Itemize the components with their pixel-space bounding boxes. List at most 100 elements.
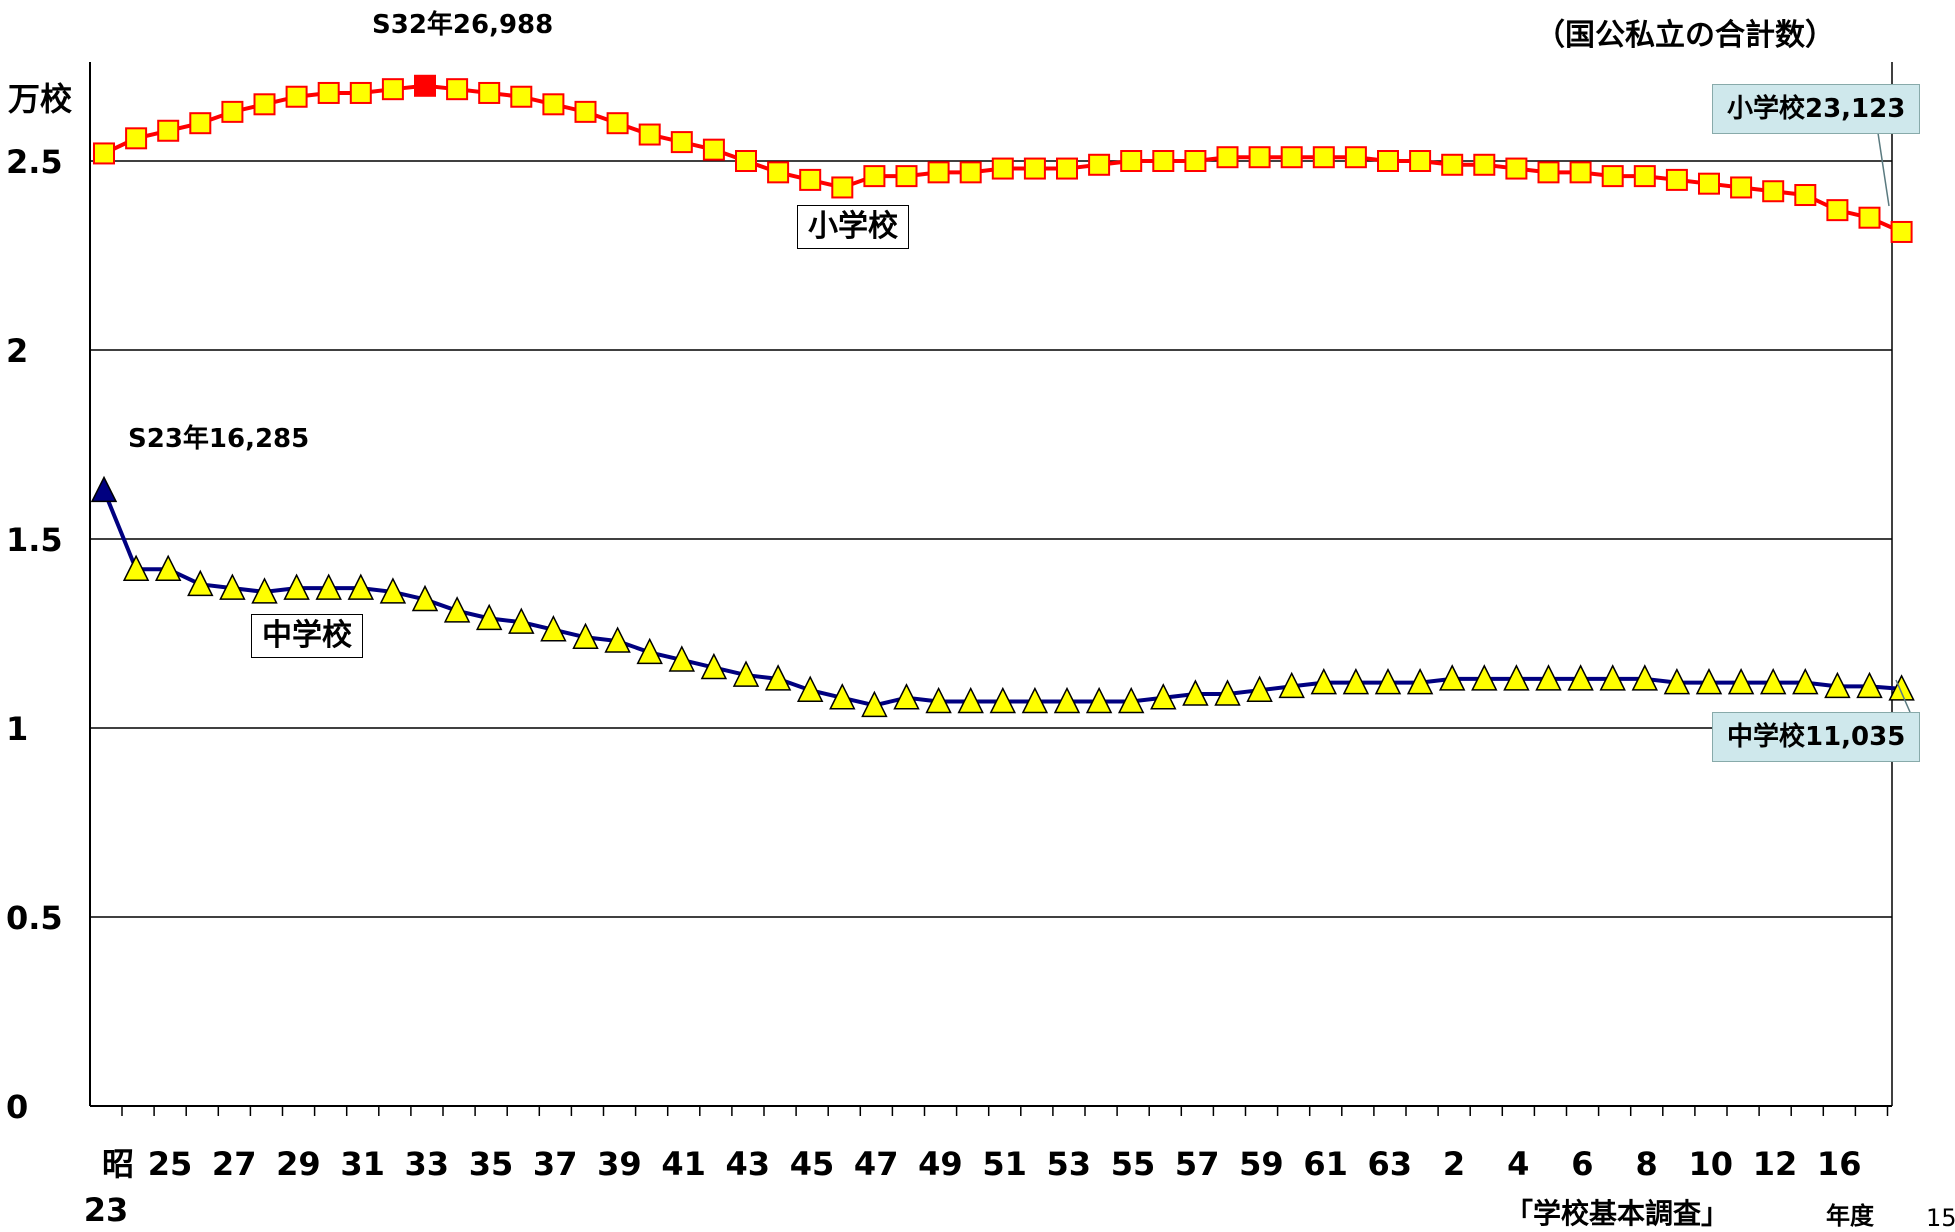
axes (89, 62, 1893, 1116)
elementary-point (1344, 146, 1367, 169)
y-tick-label: 2.5 (6, 143, 63, 181)
x-tick-label: 33 (405, 1145, 450, 1183)
y-tick-label: 1 (6, 710, 28, 748)
y-tick-label: 0.5 (6, 899, 63, 937)
middle-point (1792, 667, 1819, 695)
elementary-point (1409, 150, 1432, 172)
elementary-point (221, 100, 244, 123)
middle-point (1310, 667, 1338, 695)
middle-point (1150, 683, 1177, 710)
elementary-point (1633, 165, 1656, 188)
elementary-point (1248, 146, 1271, 169)
middle-point (1503, 664, 1530, 691)
callout-elementary-latest: 小学校23,123 (1712, 84, 1921, 134)
y-tick-label: 2 (6, 332, 28, 370)
middle-point (861, 690, 888, 718)
elementary-point (1088, 153, 1111, 176)
middle-point (636, 637, 663, 665)
middle-point (732, 660, 760, 687)
middle-point (925, 686, 952, 714)
elementary-point (927, 161, 950, 184)
elementary-point (1216, 146, 1239, 169)
x-tick-label: 59 (1239, 1145, 1284, 1183)
elementary-point (349, 81, 372, 104)
peak-annotation-elementary: S32年26,988 (372, 10, 554, 40)
middle-point (1214, 679, 1241, 706)
elementary-point (1537, 161, 1560, 184)
middle-point (315, 573, 342, 600)
elementary-point (1826, 199, 1849, 222)
middle-point (1471, 664, 1498, 691)
middle-point (283, 573, 310, 600)
middle-point (1695, 667, 1723, 695)
middle-point (989, 686, 1017, 714)
middle-point (1759, 667, 1787, 695)
middle-point (1053, 686, 1081, 714)
x-tick-label: 25 (148, 1145, 193, 1183)
x-tick-label: 37 (533, 1145, 578, 1183)
series-markers (90, 74, 1915, 718)
elementary-point (767, 161, 790, 184)
y-tick-label: 1.5 (6, 521, 63, 559)
elementary-point (1312, 146, 1335, 169)
elementary-point (1023, 157, 1046, 180)
gridlines (90, 160, 1892, 918)
middle-point (219, 573, 246, 600)
middle-callout-leader (1895, 679, 1911, 713)
middle-point (251, 577, 278, 604)
middle-point (411, 584, 439, 612)
middle-point (1535, 664, 1562, 691)
middle-point (1663, 667, 1691, 695)
elementary-point (414, 74, 436, 97)
middle-point (829, 683, 856, 710)
middle-point (187, 569, 214, 597)
elementary-point (1858, 206, 1881, 229)
elementary-point (991, 157, 1014, 180)
elementary-point (253, 93, 276, 116)
x-tick-label: 12 (1753, 1145, 1798, 1183)
middle-point (475, 603, 503, 631)
middle-point (1888, 674, 1915, 701)
middle-point (764, 664, 792, 691)
elementary-point (1184, 150, 1207, 172)
x-tick-label: 53 (1047, 1145, 1092, 1183)
middle-point (893, 683, 920, 710)
x-tick-label: 23 (84, 1191, 129, 1229)
y-tick-labels: 0 0.5 1 1.5 2 2.5 (6, 143, 63, 1126)
x-unit-label: 年度 (1826, 1202, 1874, 1230)
x-tick-labels: 昭 23 25 27 29 31 33 35 37 39 41 43 45 47 49 51 53 55 57 59 6… (84, 1145, 1862, 1229)
middle-point (1567, 664, 1594, 691)
middle-point (540, 615, 567, 642)
elementary-point (1730, 176, 1753, 199)
x-tick-label: 27 (212, 1145, 257, 1183)
elementary-point (317, 81, 340, 104)
elementary-point (702, 138, 725, 161)
elementary-point (446, 78, 469, 101)
x-tick-label: 2 (1443, 1145, 1465, 1183)
x-tick-label: 35 (469, 1145, 514, 1183)
middle-point (90, 475, 118, 503)
middle-point (1824, 671, 1851, 699)
middle-point (1085, 686, 1113, 714)
middle-point (1278, 671, 1305, 699)
elementary-point (478, 81, 501, 104)
middle-point (796, 675, 824, 702)
elementary-point (1120, 150, 1143, 172)
elementary-point (189, 112, 212, 135)
elementary-point (125, 127, 148, 150)
middle-point (1599, 664, 1626, 691)
elementary-point (93, 142, 115, 165)
elementary-point (1473, 153, 1496, 176)
callout-middle-latest: 中学校11,035 (1712, 712, 1921, 762)
elementary-point (895, 165, 918, 188)
middle-point (508, 607, 535, 634)
x-tick-label: 61 (1303, 1145, 1348, 1183)
elementary-point (735, 150, 757, 172)
elementary-point (863, 165, 886, 188)
x-tick-label: 16 (1817, 1145, 1862, 1183)
middle-point (957, 686, 984, 714)
x-tick-label: 10 (1689, 1145, 1734, 1183)
source-label: 「学校基本調査」 (1505, 1197, 1730, 1230)
elementary-point (1441, 153, 1464, 176)
